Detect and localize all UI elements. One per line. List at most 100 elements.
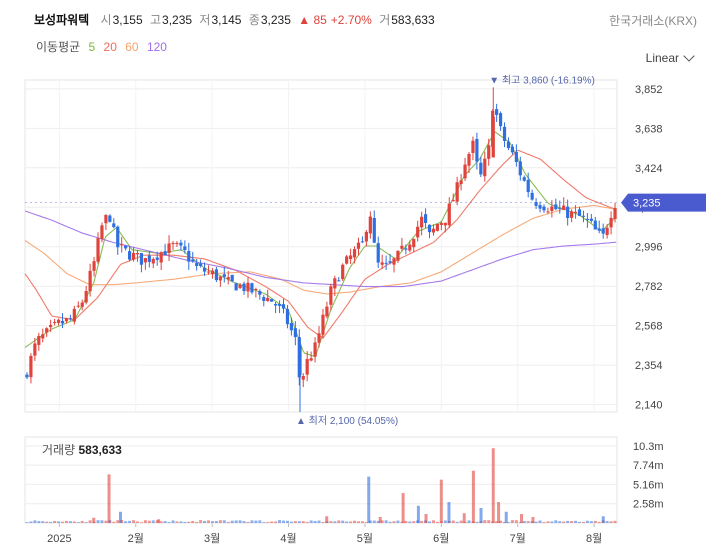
volume-bar	[439, 479, 443, 523]
volume-bar	[471, 470, 475, 523]
volume-bar	[116, 520, 120, 523]
volume-bar	[491, 448, 495, 523]
candle-body	[226, 277, 230, 280]
candle-body	[53, 321, 57, 323]
volume-panel-title: 거래량	[42, 443, 76, 457]
time-tick-label: 5월	[357, 532, 373, 545]
candle-body	[554, 204, 558, 210]
ma-legend-5[interactable]: 5	[88, 40, 96, 54]
open-label: 시	[100, 13, 112, 27]
volume-bar	[585, 520, 589, 523]
exchange-name: 한국거래소(KRX)	[609, 14, 697, 28]
price-tick-label: 2,140	[635, 400, 663, 412]
volume-bar	[80, 520, 84, 523]
volume-bar	[392, 521, 396, 523]
volume-bar	[289, 521, 293, 523]
volume-bar	[428, 521, 432, 523]
volume-bar	[179, 521, 183, 523]
price-tick-label: 2,568	[635, 321, 663, 333]
volume-bar	[33, 520, 37, 523]
candle-body	[345, 256, 349, 264]
candle-body	[597, 228, 601, 231]
time-axis: 2025 2월 3월 4월 5월 6월 7월 8월	[47, 523, 602, 545]
ma-legend-20[interactable]: 20	[103, 40, 117, 54]
volume-bar	[278, 520, 282, 523]
candle-body	[534, 202, 538, 206]
volume-bar	[353, 520, 357, 523]
candle-body	[112, 223, 116, 228]
candle-body	[195, 263, 199, 267]
ma-legend-title: 이동평균	[36, 40, 81, 54]
candle-body	[427, 224, 432, 233]
candle-body	[29, 355, 33, 378]
volume-bar	[250, 520, 254, 523]
volume-bar	[408, 521, 412, 523]
candle-body	[167, 243, 171, 254]
candlesticks	[25, 87, 617, 412]
candle-body	[491, 116, 495, 158]
candle-body	[364, 231, 368, 242]
candle-body	[234, 283, 238, 291]
candle-body	[514, 152, 518, 162]
volume-tick-label: 7.74m	[633, 460, 664, 472]
candle-body	[439, 222, 443, 225]
volume-bar	[497, 502, 501, 523]
ma-legend-60[interactable]: 60	[125, 40, 139, 54]
volume-bar	[282, 520, 286, 523]
volume-bar	[60, 521, 64, 523]
candle-body	[72, 308, 76, 322]
candle-body	[423, 214, 428, 223]
candle-body	[274, 303, 278, 306]
candle-body	[135, 252, 140, 255]
price-tick-label: 3,852	[635, 84, 663, 96]
scale-dropdown-label: Linear	[645, 51, 679, 65]
scale-dropdown[interactable]: Linear	[645, 50, 695, 65]
candle-body	[431, 228, 436, 233]
max-price-annotation: ▼ 최고 3,860 (-16.19%)	[489, 74, 595, 86]
volume-bar	[293, 521, 297, 523]
volume-bar	[242, 521, 246, 523]
volume-bar	[135, 521, 139, 523]
volume-bar	[313, 520, 317, 523]
candle-body	[550, 206, 554, 212]
candle-body	[88, 270, 92, 292]
volume-bar	[214, 521, 218, 523]
candle-body	[37, 335, 41, 345]
volume-bar	[333, 521, 337, 523]
open-value: 3,155	[112, 13, 143, 27]
candle-body	[573, 211, 578, 214]
candle-body	[530, 192, 534, 200]
candle-body	[49, 325, 53, 328]
volume-bar	[222, 520, 226, 523]
candle-body	[495, 109, 499, 115]
candle-body	[41, 334, 45, 339]
volume-bar	[199, 520, 203, 523]
volume-bar	[416, 505, 420, 523]
candle-body	[301, 375, 305, 380]
candle-body	[100, 225, 104, 239]
volume-bar	[175, 521, 179, 523]
candle-body	[92, 261, 96, 271]
volume-bar	[230, 520, 234, 523]
candle-body	[585, 218, 589, 220]
time-tick-label: 7월	[510, 532, 526, 545]
ma-legend-120[interactable]: 120	[146, 40, 167, 54]
volume-bar	[412, 521, 416, 523]
candle-body	[341, 264, 345, 280]
min-price-annotation: ▲ 최저 2,100 (54.05%)	[296, 415, 398, 427]
volume-bar	[526, 521, 530, 523]
volume-bar	[226, 521, 230, 523]
volume-bar	[151, 520, 155, 523]
volume-bar	[581, 521, 585, 523]
candle-body	[309, 358, 313, 361]
volume-bar	[368, 520, 372, 523]
volume-bar	[171, 520, 175, 523]
candle-body	[277, 304, 282, 306]
volume-bar	[404, 520, 408, 523]
candle-body	[151, 259, 155, 264]
candle-body	[214, 269, 219, 281]
candle-body	[206, 271, 211, 273]
volume-bar	[100, 520, 104, 523]
volume-bar	[601, 516, 605, 523]
